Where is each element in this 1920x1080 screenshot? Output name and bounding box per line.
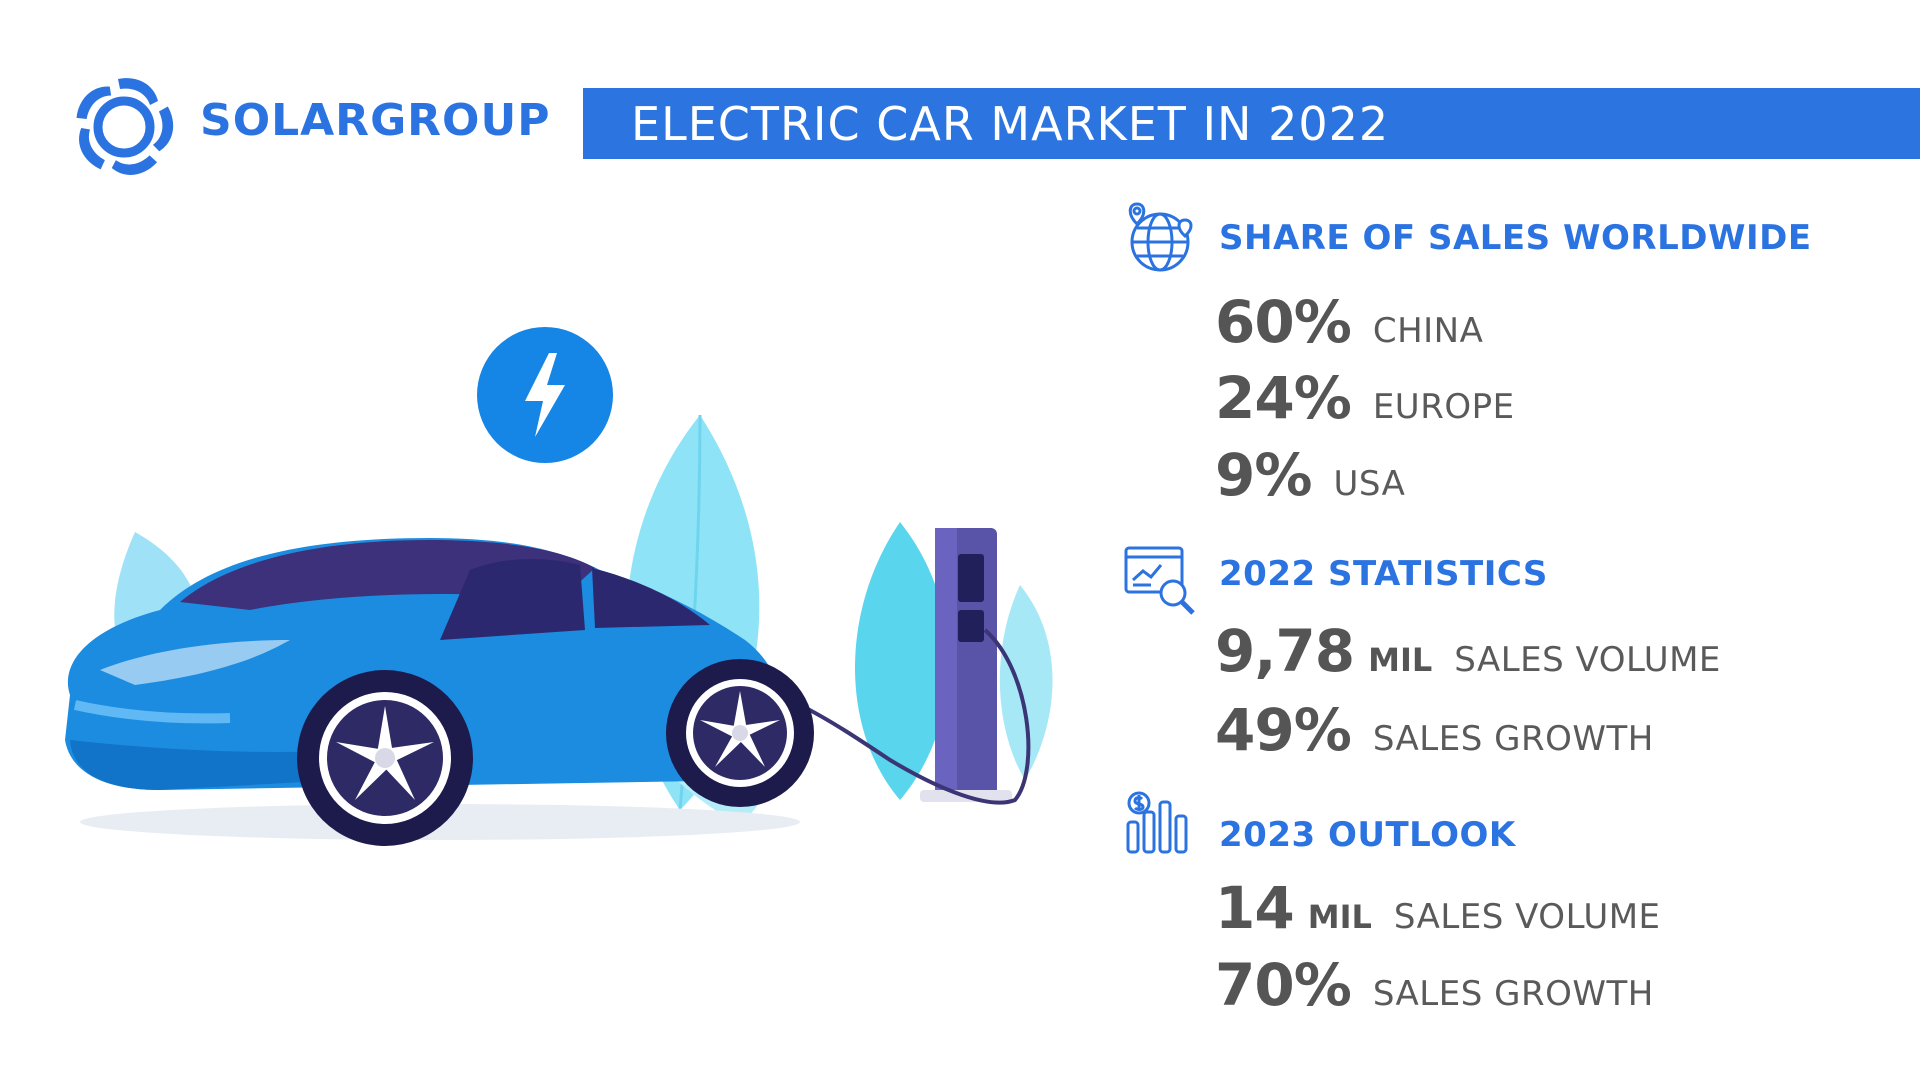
electric-car-illustration	[65, 414, 1053, 846]
stat-row: 60% CHINA	[1215, 288, 1483, 356]
title-banner: ELECTRIC CAR MARKET IN 2022	[583, 88, 1920, 159]
charging-station-icon	[799, 528, 1031, 805]
stat-row: 24% EUROPE	[1215, 364, 1515, 432]
stat-unit: MIL	[1368, 641, 1433, 679]
stat-value: 14	[1215, 874, 1295, 942]
stat-value: 9,78	[1215, 617, 1355, 685]
stat-label: CHINA	[1372, 311, 1484, 351]
stat-row: 49% SALES GROWTH	[1215, 696, 1654, 764]
stat-value: 24%	[1215, 364, 1352, 432]
stat-unit: MIL	[1307, 898, 1372, 936]
stat-label: SALES GROWTH	[1372, 974, 1654, 1014]
stat-value: 60%	[1215, 288, 1352, 356]
page-title: ELECTRIC CAR MARKET IN 2022	[631, 97, 1390, 151]
lightning-bolt-icon	[477, 327, 613, 463]
stat-label: USA	[1333, 464, 1406, 504]
stat-row: 9% USA	[1215, 441, 1405, 509]
electric-car-icon	[65, 538, 814, 846]
stat-value: 70%	[1215, 951, 1352, 1019]
share-section-title: SHARE OF SALES WORLDWIDE	[1219, 218, 1812, 258]
stats2022-section-title: 2022 STATISTICS	[1219, 554, 1548, 594]
analytics-search-icon	[1124, 546, 1195, 615]
stat-label: SALES VOLUME	[1454, 640, 1721, 680]
dollar-bar-chart-icon	[1126, 791, 1188, 854]
solargroup-logo-icon	[67, 78, 181, 182]
stat-value: 9%	[1215, 441, 1312, 509]
brand-name: SOLARGROUP	[200, 95, 551, 146]
outlook2023-section-title: 2023 OUTLOOK	[1219, 815, 1516, 855]
stat-row: 9,78 MIL SALES VOLUME	[1215, 617, 1721, 685]
stat-row: 14 MIL SALES VOLUME	[1215, 874, 1661, 942]
stat-row: 70% SALES GROWTH	[1215, 951, 1654, 1019]
stat-label: EUROPE	[1372, 387, 1515, 427]
stat-label: SALES VOLUME	[1393, 897, 1661, 937]
globe-pin-icon	[1128, 202, 1193, 272]
stat-value: 49%	[1215, 696, 1352, 764]
stat-label: SALES GROWTH	[1372, 719, 1654, 759]
